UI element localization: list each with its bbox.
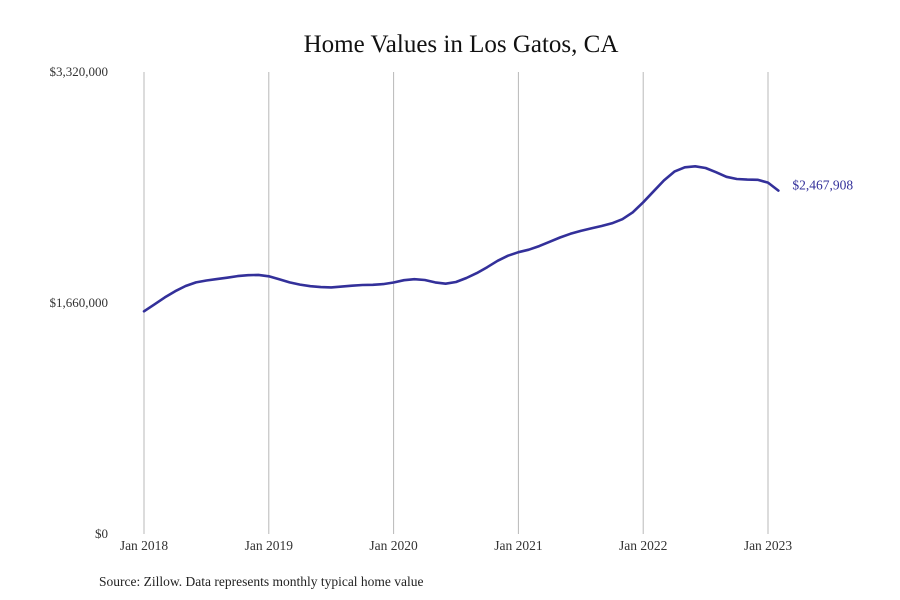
grid-lines (143, 72, 769, 534)
x-tick-label: Jan 2019 (245, 538, 294, 553)
x-tick-label: Jan 2022 (619, 538, 667, 553)
x-tick-label: Jan 2023 (744, 538, 793, 553)
chart-title: Home Values in Los Gatos, CA (304, 31, 619, 58)
series-layer (142, 165, 780, 313)
y-tick-label: $0 (95, 526, 108, 541)
y-tick-label: $3,320,000 (50, 64, 109, 79)
x-tick-label: Jan 2021 (494, 538, 542, 553)
y-axis-ticks: $0 $1,660,000 $3,320,000 (50, 64, 109, 541)
series-line (142, 165, 780, 313)
x-tick-label: Jan 2020 (369, 538, 418, 553)
x-axis-ticks: Jan 2018 Jan 2019 Jan 2020 Jan 2021 Jan 2022… (120, 538, 793, 553)
y-tick-label: $1,660,000 (50, 295, 109, 310)
x-tick-label: Jan 2018 (120, 538, 169, 553)
source-note: Source: Zillow. Data represents monthly … (99, 574, 424, 589)
end-value-label: $2,467,908 (792, 178, 853, 193)
